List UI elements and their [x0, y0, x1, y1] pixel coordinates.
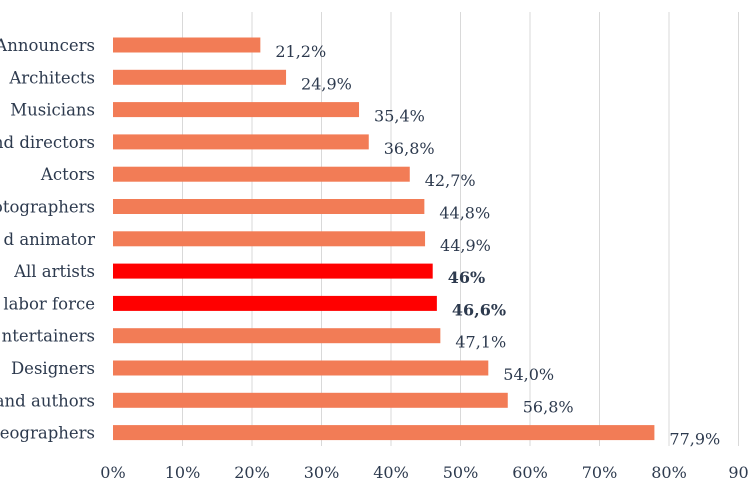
category-label-7: All artists — [13, 262, 95, 281]
tick-label-70: 70% — [582, 463, 618, 482]
category-label-6: d animator — [4, 230, 96, 249]
category-label-9: ntertainers — [2, 327, 95, 346]
category-label-1: Architects — [8, 68, 95, 87]
value-label-10: 54,0% — [503, 365, 554, 384]
bar-1 — [113, 69, 287, 85]
category-label-0: Announcers — [0, 36, 95, 55]
category-label-4: Actors — [40, 165, 95, 184]
category-label-5: otographers — [0, 198, 95, 217]
tick-label-30: 30% — [304, 463, 340, 482]
category-label-2: Musicians — [10, 101, 95, 120]
tick-label-40: 40% — [373, 463, 409, 482]
bar-9 — [113, 328, 441, 344]
bar-5 — [113, 199, 425, 214]
bar-0 — [113, 37, 261, 53]
bar-11 — [113, 392, 508, 408]
value-label-12: 77,9% — [669, 430, 720, 449]
bar-6 — [113, 231, 426, 247]
value-label-1: 24,9% — [301, 74, 352, 93]
bar-2 — [113, 102, 360, 118]
value-label-11: 56,8% — [523, 397, 574, 416]
category-label-3: nd directors — [0, 133, 95, 152]
bar-3 — [113, 134, 369, 150]
tick-label-60: 60% — [512, 463, 548, 482]
value-label-9: 47,1% — [455, 333, 506, 352]
tick-label-20: 20% — [234, 463, 270, 482]
category-labels: Announcers Architects Musicians nd director… — [0, 36, 95, 443]
category-label-10: Designers — [11, 359, 95, 378]
tick-label-10: 10% — [165, 463, 201, 482]
value-label-2: 35,4% — [374, 107, 425, 126]
bar-12 — [113, 425, 655, 441]
value-label-3: 36,8% — [384, 139, 435, 158]
tick-label-90: 90 — [728, 463, 748, 482]
category-label-12: eographers — [0, 424, 95, 443]
value-label-8: 46,6% — [452, 300, 506, 319]
category-label-8: labor force — [3, 294, 95, 313]
bar-10 — [113, 360, 489, 376]
x-axis-ticks: 0% 10% 20% 30% 40% 50% 60% 70% 80% 90 — [100, 463, 748, 482]
value-label-4: 42,7% — [425, 171, 476, 190]
value-label-0: 21,2% — [275, 42, 326, 61]
tick-label-50: 50% — [443, 463, 479, 482]
value-label-7: 46% — [448, 268, 485, 287]
bar-7 — [113, 263, 433, 279]
value-label-5: 44,8% — [439, 204, 490, 223]
value-labels: 21,2% 24,9% 35,4% 36,8% 42,7% 44,8% 44,9% 46% 46… — [275, 42, 720, 449]
bar-4 — [113, 166, 410, 182]
value-label-6: 44,9% — [440, 236, 491, 255]
tick-label-80: 80% — [651, 463, 687, 482]
tick-label-0: 0% — [100, 463, 125, 482]
category-label-11: and authors — [0, 391, 95, 410]
bars — [113, 37, 655, 441]
bar-8 — [113, 295, 437, 311]
